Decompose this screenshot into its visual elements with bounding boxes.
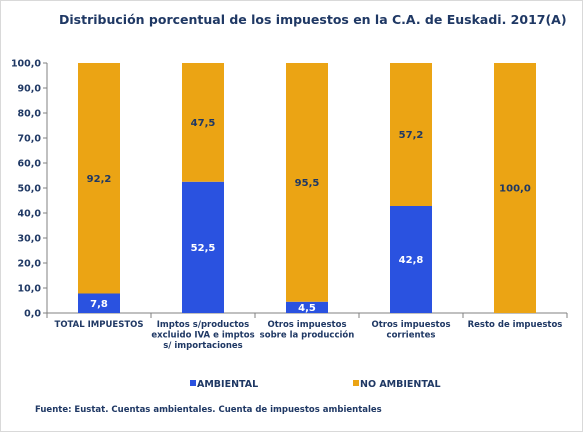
x-tick-label-line: s/ importaciones bbox=[163, 341, 242, 351]
legend-item-ambiental: AMBIENTAL bbox=[190, 379, 258, 390]
y-tick-label: 40,0 bbox=[18, 209, 42, 220]
data-label-no-ambiental: 92,2 bbox=[87, 174, 112, 185]
y-tick-label: 70,0 bbox=[18, 134, 42, 145]
bar-no-ambiental bbox=[286, 63, 328, 302]
data-label-no-ambiental: 100,0 bbox=[499, 184, 531, 195]
bar-ambiental bbox=[78, 293, 120, 313]
y-tick-label: 0,0 bbox=[24, 309, 41, 320]
data-label-ambiental: 42,8 bbox=[399, 255, 424, 266]
y-tick-label: 90,0 bbox=[18, 84, 42, 95]
data-label-no-ambiental: 47,5 bbox=[191, 118, 216, 129]
y-tick-label: 60,0 bbox=[18, 159, 42, 170]
bar-no-ambiental bbox=[182, 63, 224, 182]
chart-title: Distribución porcentual de los impuestos… bbox=[59, 12, 567, 27]
data-label-ambiental: 52,5 bbox=[191, 243, 216, 254]
x-tick-label-line: excluido IVA e imptos bbox=[151, 331, 254, 341]
data-label-ambiental: 4,5 bbox=[298, 303, 316, 314]
x-tick-label: Otros impuestos corrientes bbox=[371, 320, 450, 341]
y-tick-label: 30,0 bbox=[18, 234, 42, 245]
bar-no-ambiental bbox=[78, 63, 120, 294]
x-tick-label-line: sobre la producción bbox=[260, 330, 355, 341]
bar-ambiental bbox=[286, 301, 328, 313]
legend-item-no-ambiental: NO AMBIENTAL bbox=[353, 379, 441, 390]
x-tick-label-line: corrientes bbox=[387, 331, 436, 341]
y-tick-label: 10,0 bbox=[18, 284, 42, 295]
bar-ambiental bbox=[182, 181, 224, 313]
x-tick-label-line: Otros impuestos bbox=[267, 320, 346, 330]
bar-no-ambiental bbox=[390, 63, 432, 206]
x-tick-label-line: Resto de impuestos bbox=[468, 320, 563, 330]
x-tick-label: Otros impuestos sobre la producción bbox=[260, 320, 355, 341]
x-tick-label: Imptos s/productos excluido IVA e imptos s… bbox=[151, 320, 254, 351]
y-tick-label: 100,0 bbox=[11, 59, 41, 70]
x-tick-label-line: TOTAL IMPUESTOS bbox=[55, 320, 144, 330]
legend-swatch-no-ambiental bbox=[353, 380, 359, 386]
legend-label-ambiental: AMBIENTAL bbox=[197, 379, 259, 390]
bar-no-ambiental bbox=[494, 63, 536, 313]
legend-label-no-ambiental: NO AMBIENTAL bbox=[360, 379, 441, 390]
y-tick-label: 50,0 bbox=[18, 184, 42, 195]
y-tick-label: 80,0 bbox=[18, 109, 42, 120]
source-note: Fuente: Eustat. Cuentas ambientales. Cue… bbox=[35, 405, 382, 415]
x-tick-label-line: Otros impuestos bbox=[371, 320, 450, 330]
legend-swatch-ambiental bbox=[190, 380, 196, 386]
data-label-no-ambiental: 95,5 bbox=[295, 178, 320, 189]
y-tick-label: 20,0 bbox=[18, 259, 42, 270]
data-label-ambiental: 7,8 bbox=[90, 299, 108, 310]
x-tick-label: Resto de impuestos bbox=[468, 320, 563, 330]
bar-ambiental bbox=[390, 206, 432, 313]
x-tick-label-line: Imptos s/productos bbox=[157, 320, 249, 330]
data-label-no-ambiental: 57,2 bbox=[399, 130, 424, 141]
x-tick-label: TOTAL IMPUESTOS bbox=[55, 320, 144, 330]
